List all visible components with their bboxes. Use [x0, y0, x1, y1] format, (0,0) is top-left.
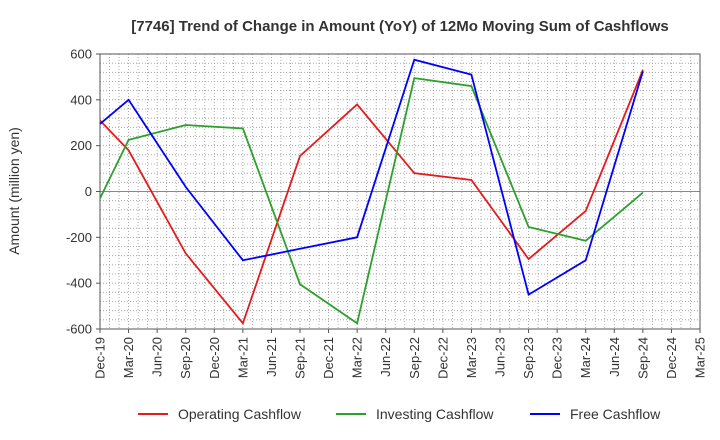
- x-tick-label: Dec-21: [321, 337, 336, 379]
- y-tick-label: 600: [70, 47, 92, 62]
- x-tick-label: Dec-19: [93, 337, 108, 379]
- series-line-1: [99, 77, 644, 325]
- x-tick-label: Jun-20: [150, 337, 165, 377]
- x-tick-label: Jun-24: [607, 337, 622, 377]
- x-tick-label: Mar-24: [578, 337, 593, 378]
- x-tick-label: Dec-24: [664, 337, 679, 379]
- x-tick-label: Mar-25: [693, 337, 708, 378]
- x-tick-label: Sep-22: [407, 337, 422, 379]
- y-tick-label: -600: [66, 322, 92, 337]
- x-tick-label: Mar-20: [121, 337, 136, 378]
- y-tick-label: 200: [70, 138, 92, 153]
- y-tick-label: 0: [85, 184, 92, 199]
- x-tick-label: Mar-21: [235, 337, 250, 378]
- x-tick-label: Dec-20: [207, 337, 222, 379]
- x-tick-label: Jun-23: [493, 337, 508, 377]
- x-tick-label: Mar-23: [464, 337, 479, 378]
- grid: [99, 53, 701, 330]
- x-tick-label: Sep-21: [293, 337, 308, 379]
- y-tick-label: -200: [66, 230, 92, 245]
- series-lines: [99, 58, 644, 326]
- legend: Operating Cashflow Investing Cashflow Free…: [138, 406, 661, 422]
- y-axis-label: Amount (million yen): [6, 127, 22, 255]
- series-line-2: [99, 58, 644, 296]
- x-tick-label: Jun-21: [264, 337, 279, 377]
- x-tick-label: Mar-22: [350, 337, 365, 378]
- series-line-0: [99, 69, 644, 326]
- legend-label-1: Investing Cashflow: [376, 406, 494, 422]
- legend-label-2: Free Cashflow: [570, 406, 661, 422]
- x-tick-label: Sep-24: [635, 337, 650, 379]
- x-tick-label: Sep-23: [521, 337, 536, 379]
- x-tick-label: Sep-20: [178, 337, 193, 379]
- y-tick-label: -400: [66, 276, 92, 291]
- legend-label-0: Operating Cashflow: [178, 406, 302, 422]
- x-tick-label: Dec-23: [550, 337, 565, 379]
- y-tick-label: 400: [70, 92, 92, 107]
- x-tick-label: Jun-22: [378, 337, 393, 377]
- x-tick-label: Dec-22: [435, 337, 450, 379]
- chart-title: [7746] Trend of Change in Amount (YoY) o…: [131, 18, 669, 35]
